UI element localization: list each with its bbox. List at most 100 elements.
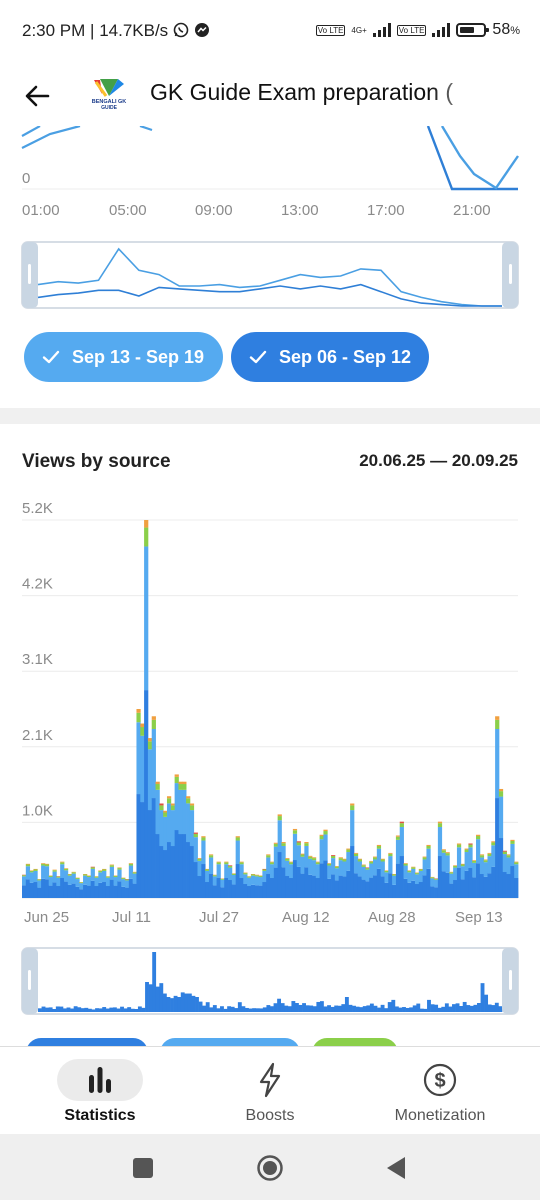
bar-segment (140, 723, 145, 728)
back-icon[interactable] (385, 1155, 407, 1181)
channel-avatar[interactable]: BENGALI GK GUIDE (82, 70, 136, 122)
navigator-bar (291, 1001, 296, 1012)
bar-segment (319, 839, 324, 864)
bar-segment (273, 867, 279, 898)
navigator-bar (120, 1006, 124, 1012)
bar-segment (182, 834, 187, 898)
bar-segment (71, 873, 76, 884)
legend-chip-2[interactable] (160, 1038, 300, 1046)
bar-segment (75, 886, 80, 898)
bar-segment (56, 877, 61, 887)
navigator-bar (87, 1008, 92, 1012)
navigator-bar (59, 1006, 64, 1012)
bar-segment (426, 868, 431, 898)
bar-segment (487, 873, 492, 898)
bar-segment (216, 864, 221, 879)
navigator-bar (52, 1009, 57, 1012)
bar-segment (353, 856, 359, 874)
navigator-bar (70, 1008, 74, 1012)
navigator-bar (330, 1006, 335, 1012)
bar-segment (495, 798, 500, 898)
navigator-bar (62, 1008, 67, 1012)
bar-segment (231, 884, 237, 898)
navigator-bar (302, 1003, 306, 1012)
bar-segment (315, 864, 320, 879)
navigator-frame[interactable] (21, 241, 519, 309)
navigator-bar (455, 1003, 460, 1012)
whatsapp-icon (173, 22, 189, 38)
bar-segment (342, 861, 347, 877)
bar-segment (174, 774, 179, 777)
bar-segment (342, 858, 347, 860)
bar-segment (495, 719, 500, 729)
bar-segment (239, 864, 244, 879)
bar-segment (472, 860, 477, 863)
nav-statistics[interactable]: Statistics (10, 1047, 190, 1135)
legend-chip-3[interactable] (312, 1038, 398, 1046)
navigator-bar (259, 1008, 264, 1012)
navigator-bar (155, 986, 160, 1012)
bar-segment (205, 869, 210, 871)
bar-segment (350, 846, 355, 898)
bar-segment (71, 883, 76, 898)
bar-segment (98, 882, 103, 898)
recents-icon[interactable] (131, 1156, 155, 1180)
navigator-frame[interactable] (21, 947, 519, 1015)
nav-boosts[interactable]: Boosts (180, 1047, 360, 1135)
chip-last-week[interactable]: Sep 06 - Sep 12 (231, 332, 429, 382)
bar-segment (407, 870, 412, 871)
home-icon[interactable] (256, 1154, 284, 1182)
bar-segment (357, 876, 362, 898)
bar-segment (25, 863, 31, 865)
bar-segment (491, 866, 496, 898)
views-by-source-card: Views by source 20.06.25 — 20.09.25 5.2K… (0, 424, 540, 1046)
bar-segment (308, 855, 313, 857)
bar-segment (300, 856, 305, 874)
bar-segment (292, 828, 298, 831)
bar-segment (63, 870, 69, 882)
navigator-bar (209, 1007, 214, 1012)
bar-segment (407, 882, 412, 898)
bar-segment (468, 843, 473, 845)
chip-this-week[interactable]: Sep 13 - Sep 19 (24, 332, 223, 382)
bar-segment (456, 844, 462, 848)
bar-segment (132, 871, 137, 873)
bar-segment (289, 861, 294, 863)
bar-segment (250, 874, 256, 876)
navigator-bar (477, 1003, 481, 1012)
bar-segment (323, 829, 328, 832)
bar-segment (414, 884, 420, 898)
bar-segment (266, 857, 271, 875)
bar-segment (41, 863, 46, 866)
bar-segment (128, 878, 134, 898)
bar-segment (498, 796, 504, 839)
navigator-bar (416, 1003, 421, 1012)
bar-segment (105, 886, 111, 898)
navigator-mini-lines (37, 247, 502, 307)
bar-segment (33, 882, 38, 898)
series-line-last-week-tail (440, 126, 519, 190)
x-tick-label: Aug 28 (368, 909, 416, 926)
bar-segment (361, 866, 366, 880)
bar-segment (201, 836, 206, 838)
bar-segment (506, 874, 511, 898)
navigator-bar (369, 1003, 374, 1012)
bar-segment (235, 864, 240, 898)
arrow-left-icon (25, 85, 50, 107)
bar-segment (296, 845, 301, 867)
navigator-bar (80, 1008, 85, 1012)
bar-segment (52, 870, 57, 872)
bar-segment (327, 863, 332, 866)
bar-segment (151, 716, 156, 720)
bar-segment (163, 816, 168, 851)
status-left: 2:30 PM | 14.7KB/s (22, 21, 210, 41)
bar-segment (460, 866, 465, 880)
bar-segment (151, 728, 156, 799)
navigator-bar (177, 997, 182, 1012)
bar-segment (109, 864, 114, 866)
bar-segment (147, 749, 153, 811)
navigator-bar (373, 1005, 378, 1012)
back-button[interactable] (18, 76, 58, 116)
nav-monetization[interactable]: $ Monetization (350, 1047, 530, 1135)
legend-chip-1[interactable] (26, 1038, 148, 1046)
